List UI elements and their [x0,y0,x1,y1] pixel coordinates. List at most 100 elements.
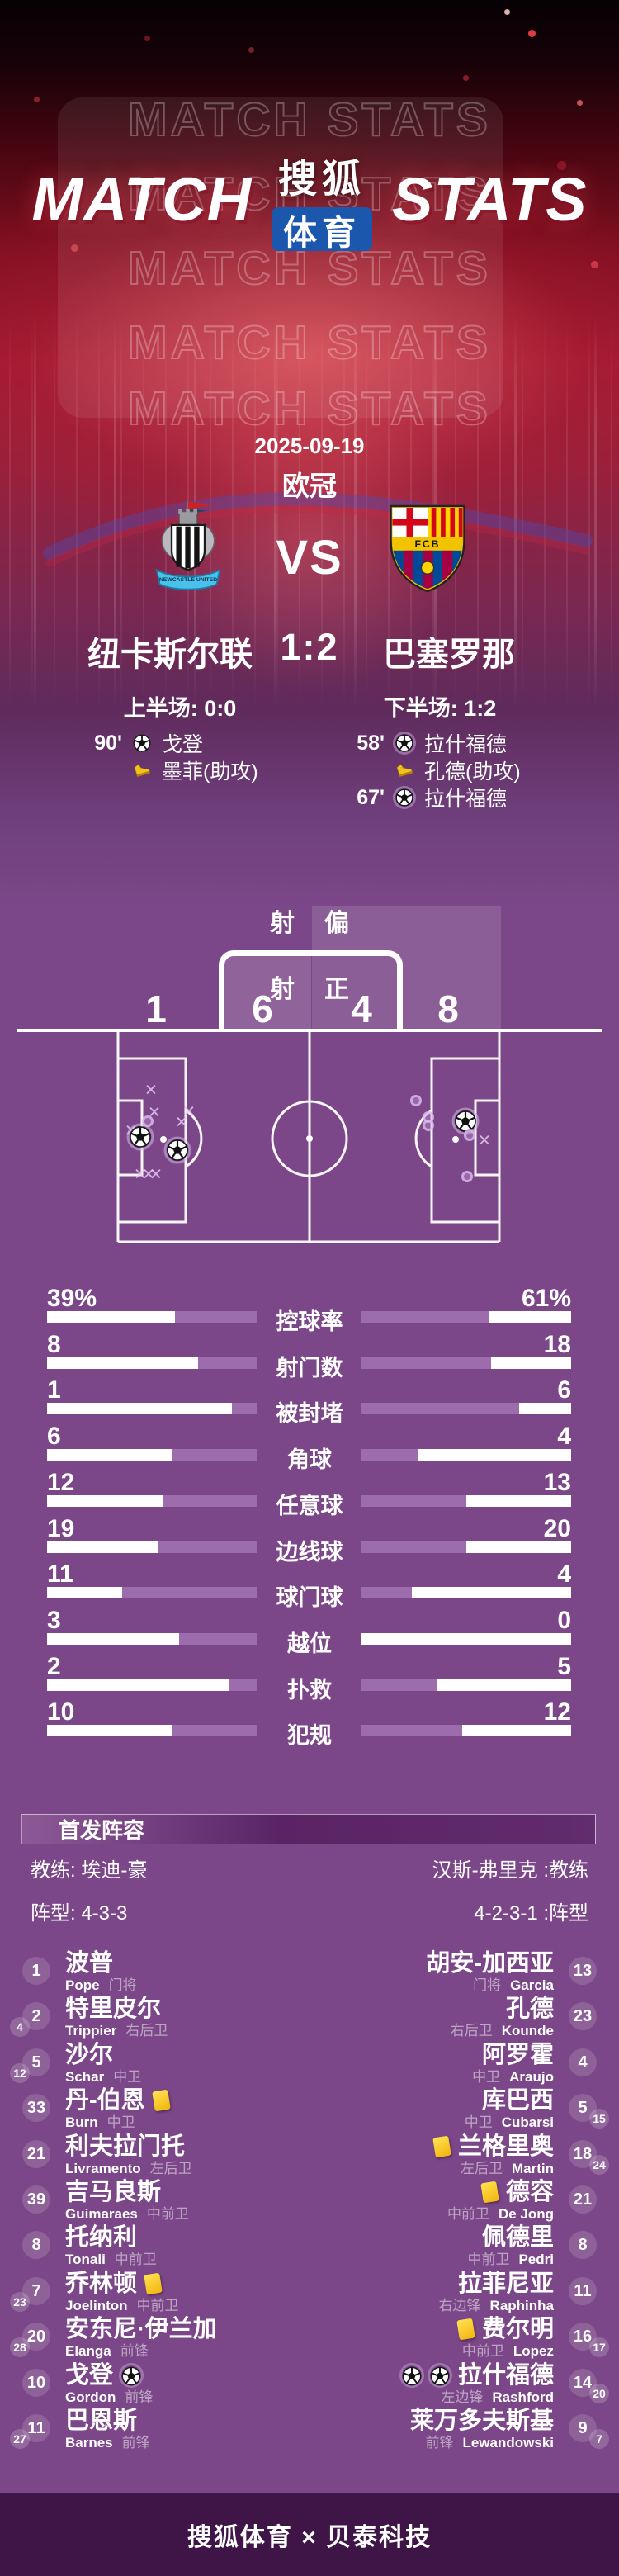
player-name-row: 胡安-加西亚 [426,1950,554,1977]
stat-row: 2 5 扑救 [0,1652,619,1702]
player-info: 阿罗霍 中卫 Araujo [472,2042,554,2085]
player-number-badge: 39 [20,2181,53,2219]
watermark-text: MATCH STATS [127,315,491,370]
stat-row: 8 18 射门数 [0,1330,619,1380]
player-name-en: Cubarsi [501,2114,554,2130]
home-stat-bar-fill [122,1587,257,1598]
event-player-name: 拉什福德 [424,788,508,811]
player-name-en: Joelinton [65,2298,128,2313]
player-name-cn: 波普 [65,1950,114,1977]
player-number-badge: 13 [566,1953,599,1991]
player-meta-row: Pope 门将 [65,1977,137,1993]
player-meta-row: 中前卫 De Jong [447,2206,554,2222]
player-info: 胡安-加西亚 门将 Garcia [426,1950,554,1993]
player-name-cn: 巴恩斯 [65,2408,138,2434]
player-name-cn: 安东尼·伊兰加 [65,2316,217,2342]
substitute-number: 12 [10,2063,30,2083]
player-info: 戈登 Gordon 前锋 [65,2362,153,2405]
player-number: 2 [22,2002,50,2030]
home-stat-value: 2 [47,1653,61,1680]
substitute-number: 15 [589,2109,609,2129]
player-meta-row: 中卫 Cubarsi [465,2114,554,2130]
player-name-en: Gordon [65,2389,116,2405]
shot-attempt-marker [461,1171,473,1182]
away-stat-bar [361,1311,571,1323]
goal-location-marker [455,1110,477,1133]
player-number-badge: 4 [566,2044,599,2082]
player-number: 5 [22,2048,50,2076]
goal-frame [219,950,403,1032]
event-minute: 67' [357,785,385,809]
first-half-score: 上半场: 0:0 [123,696,237,721]
stat-row: 1 6 被封堵 [0,1376,619,1426]
substitute-number: 24 [589,2155,609,2175]
stat-label: 控球率 [276,1309,343,1334]
player-number-badge: 11 27 [10,2410,53,2449]
lineup-player-row: 1 波普 Pope 门将 [20,1949,137,1995]
player-name-row: 德容 [480,2179,554,2205]
away-stat-bar-fill [361,1541,466,1553]
player-name-en: Tonali [65,2252,106,2267]
lineup-player-row: 7 23 乔林顿 Joelinton 中前卫 [10,2269,179,2315]
player-info: 安东尼·伊兰加 Elanga 前锋 [65,2316,217,2359]
player-number: 8 [22,2231,50,2259]
lineup-player-row: 9 7 莱万多夫斯基 前锋 Lewandowski [410,2406,609,2452]
home-team-name: 纽卡斯尔联 [87,637,253,673]
home-stat-bar [47,1679,257,1691]
newcastle-crest-text: NEWCASTLE UNITED [159,577,217,583]
player-name-cn: 吉马良斯 [65,2179,162,2205]
player-position: 右边锋 [438,2298,481,2313]
lineup-player-row: 16 17 费尔明 中前卫 Lopez [456,2314,609,2361]
player-name-en: Lopez [513,2343,554,2359]
barcelona-crest: FCB [390,504,465,593]
player-number: 23 [569,2002,597,2030]
player-name-en: Elanga [65,2343,111,2359]
home-stat-bar [47,1633,257,1645]
player-meta-row: Tonali 中前卫 [65,2252,157,2267]
player-number: 21 [569,2185,597,2214]
player-info: 波普 Pope 门将 [65,1950,137,1993]
away-formation: 4-2-3-1 :阵型 [474,1902,588,1925]
title-match: MATCH [31,164,253,234]
player-name-en: Guimaraes [65,2206,138,2222]
player-name-cn: 利夫拉门托 [65,2133,186,2160]
player-meta-row: Barnes 前锋 [65,2435,150,2451]
watermark-text: MATCH STATS [127,92,491,147]
shot-miss-marker: ✕ [142,1166,155,1184]
player-name-cn: 兰格里奥 [457,2133,554,2160]
player-number-badge: 5 12 [10,2044,53,2083]
player-number: 11 [22,2414,50,2442]
player-info: 拉什福德 左边锋 Rashford [402,2362,554,2405]
away-stat-bar [361,1587,571,1598]
lineup-player-row: 8 佩德里 中前卫 Pedri [467,2223,599,2269]
substitute-number: 7 [589,2429,609,2449]
off-label-right-char: 偏 [324,910,349,937]
player-number-badge: 5 15 [566,2090,609,2129]
away-shots-zone-highlight [312,906,501,1030]
player-number-badge: 8 [566,2227,599,2265]
player-info: 利夫拉门托 Livramento 左后卫 [65,2133,192,2176]
away-stat-value: 4 [557,1423,571,1450]
home-stat-value: 11 [47,1560,73,1588]
player-name-row: 安东尼·伊兰加 [65,2316,217,2342]
match-info-section: 2025-09-19 欧冠 NEWCASTLE UNITED [0,429,619,888]
player-info: 丹-伯恩 Burn 中卫 [65,2087,171,2130]
away-shots-off-count: 8 [437,987,459,1030]
player-info: 德容 中前卫 De Jong [447,2179,554,2222]
home-stat-bar-fill [229,1679,257,1691]
stat-label: 越位 [287,1631,332,1656]
away-stat-value: 12 [543,1698,571,1726]
away-coach: 汉斯-弗里克 :教练 [432,1859,588,1882]
player-name-en: Trippier [65,2023,117,2039]
shot-attempt-marker [464,1129,475,1141]
away-stat-bar [361,1633,571,1645]
player-number-badge: 20 28 [10,2318,53,2357]
player-number: 20 [22,2323,50,2351]
lineup-player-row: 2 4 特里皮尔 Trippier 右后卫 [10,1994,168,2040]
shot-miss-marker: ✕ [478,1132,491,1150]
home-stat-bar [47,1403,257,1414]
event-player-name: 墨菲(助攻) [162,760,258,784]
player-position: 中前卫 [146,2206,189,2222]
player-name-row: 托纳利 [65,2224,157,2251]
